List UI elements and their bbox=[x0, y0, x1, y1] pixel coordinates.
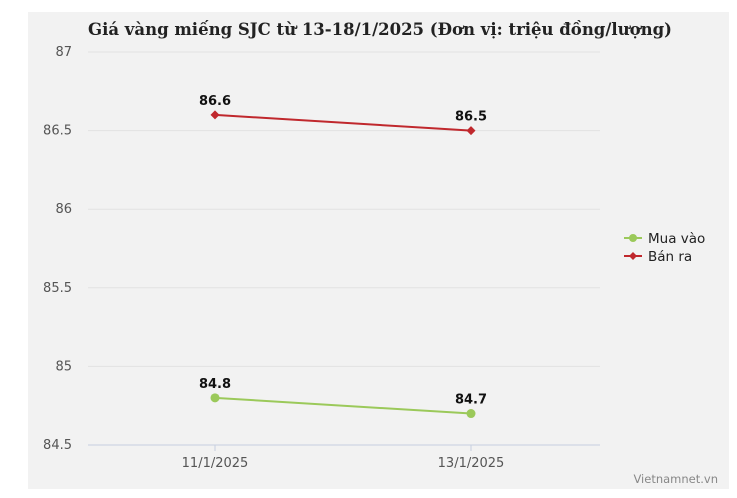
source-credit: Vietnamnet.vn bbox=[633, 472, 718, 486]
legend-item-ban-ra[interactable]: Bán ra bbox=[624, 249, 692, 265]
x-axis: 11/1/2025 13/1/2025 bbox=[182, 445, 505, 471]
data-label: 86.6 bbox=[199, 94, 231, 109]
data-point[interactable] bbox=[466, 126, 476, 136]
legend[interactable]: Mua vào Bán ra bbox=[624, 231, 705, 265]
chart-area: Giá vàng miếng SJC từ 13-18/1/2025 (Đơn … bbox=[28, 12, 729, 489]
data-label: 86.5 bbox=[455, 110, 487, 125]
gridlines bbox=[88, 51, 600, 446]
legend-label: Mua vào bbox=[648, 231, 705, 247]
y-tick-label: 86 bbox=[55, 202, 72, 217]
data-label: 84.8 bbox=[199, 377, 231, 392]
data-point[interactable] bbox=[210, 393, 220, 403]
y-tick-label: 84.5 bbox=[43, 438, 72, 453]
legend-marker-icon bbox=[629, 252, 637, 260]
y-tick-label: 85.5 bbox=[43, 281, 72, 296]
data-label: 84.7 bbox=[455, 393, 487, 408]
line-chart: Giá vàng miếng SJC từ 13-18/1/2025 (Đơn … bbox=[43, 20, 718, 486]
series-line bbox=[214, 113, 472, 132]
x-tick-label: 13/1/2025 bbox=[438, 456, 505, 471]
y-tick-label: 87 bbox=[55, 45, 72, 60]
y-axis: 87 86.5 86 85.5 85 84.5 bbox=[43, 45, 72, 453]
data-point[interactable] bbox=[466, 409, 476, 419]
series-line bbox=[214, 396, 472, 415]
data-point[interactable] bbox=[210, 110, 220, 120]
y-tick-label: 86.5 bbox=[43, 124, 72, 139]
legend-item-mua-vao[interactable]: Mua vào bbox=[624, 231, 705, 247]
series-mua-vao: 84.8 84.7 bbox=[199, 377, 487, 419]
series-ban-ra: 86.6 86.5 bbox=[199, 94, 487, 136]
legend-marker-icon bbox=[629, 234, 637, 242]
y-tick-label: 85 bbox=[55, 359, 72, 374]
chart-title: Giá vàng miếng SJC từ 13-18/1/2025 (Đơn … bbox=[88, 20, 672, 39]
series-group: 84.8 84.7 86.6 86.5 bbox=[199, 94, 487, 419]
x-tick-label: 11/1/2025 bbox=[182, 456, 249, 471]
legend-label: Bán ra bbox=[648, 249, 692, 265]
